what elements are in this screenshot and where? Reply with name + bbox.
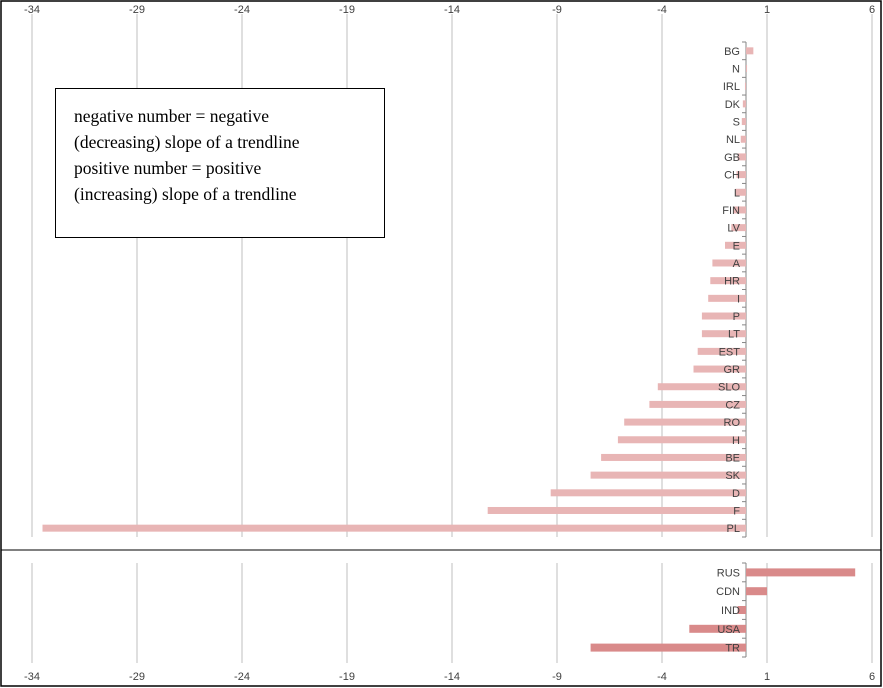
category-label: BG [724, 46, 740, 58]
category-label: D [732, 488, 740, 500]
category-label: RUS [717, 567, 740, 579]
category-label: CDN [716, 586, 740, 598]
annotation-box: negative number = negative (decreasing) … [55, 88, 385, 238]
category-label: TR [725, 643, 740, 655]
category-label: CZ [725, 399, 740, 411]
category-label: GB [724, 152, 740, 164]
category-label: L [734, 187, 740, 199]
category-label: EST [719, 346, 741, 358]
bar-ch [736, 171, 746, 179]
bar-irl [744, 82, 746, 90]
bar-a [712, 259, 746, 267]
annotation-line-3: positive number = positive [74, 158, 262, 178]
bar-dk [742, 100, 746, 108]
x-tick-label: -14 [444, 4, 460, 16]
bar-est [697, 347, 746, 355]
bar-e [725, 241, 746, 249]
bar-gr [693, 365, 746, 373]
x-tick-label: -24 [234, 671, 250, 683]
annotation-line-1: negative number = negative [74, 106, 270, 126]
x-tick-label: -29 [129, 671, 145, 683]
x-tick-label: -9 [552, 671, 562, 683]
annotation-line-4: (increasing) slope of a trendline [74, 184, 297, 204]
x-tick-label: -19 [339, 671, 355, 683]
bar-lt [701, 330, 746, 338]
x-tick-label: -34 [24, 671, 40, 683]
category-label: GR [724, 364, 741, 376]
bar-be [601, 453, 746, 461]
bar-usa [689, 624, 746, 633]
bar-n [746, 65, 748, 73]
category-label: P [733, 311, 740, 323]
x-tick-label: -14 [444, 671, 460, 683]
annotation-line-2: (decreasing) slope of a trendline [74, 132, 300, 152]
bar-cz [649, 400, 746, 408]
x-tick-label: -4 [657, 671, 667, 683]
x-tick-label: -34 [24, 4, 40, 16]
x-tick-label: -19 [339, 4, 355, 16]
bar-ind [737, 606, 746, 614]
x-tick-label: -4 [657, 4, 667, 16]
category-label: I [737, 293, 740, 305]
bar-cdn [746, 587, 767, 596]
bar-i [708, 294, 746, 302]
bar-ro [624, 418, 746, 426]
category-label: N [732, 64, 740, 76]
bar-s [741, 118, 746, 126]
category-label: S [733, 117, 740, 129]
bar-tr [590, 643, 746, 652]
category-label: NL [726, 134, 740, 146]
category-label: BE [725, 452, 740, 464]
top-panel: -34 -29 -24 -19 -14 -9 -4 1 6 BG N IRL DK S NL GB CH L FIN… [24, 4, 875, 538]
x-tick-label: 1 [764, 4, 770, 16]
category-label: A [733, 258, 741, 270]
category-label: CH [724, 170, 740, 182]
x-tick-label: -29 [129, 4, 145, 16]
category-label: PL [727, 523, 740, 535]
category-label: SLO [718, 382, 740, 394]
bar-sk [590, 471, 746, 479]
bar-nl [740, 135, 746, 143]
x-tick-label: 6 [869, 671, 875, 683]
x-tick-label: 1 [764, 671, 770, 683]
bar-h [617, 436, 746, 444]
category-label: LV [727, 223, 740, 235]
x-tick-label: -24 [234, 4, 250, 16]
bar-pl [42, 524, 746, 532]
bar-gb [737, 153, 746, 161]
category-label: F [733, 505, 740, 517]
category-label: E [733, 240, 740, 252]
category-label: FIN [722, 205, 740, 217]
category-label: DK [725, 99, 741, 111]
bar-f [487, 506, 746, 514]
bar-l [735, 188, 746, 196]
category-label: LT [728, 329, 740, 341]
bar-lv [731, 224, 746, 232]
category-label: IRL [723, 81, 740, 93]
bar-p [701, 312, 746, 320]
category-label: HR [724, 276, 740, 288]
x-tick-label: 6 [869, 4, 875, 16]
bar-fin [733, 206, 746, 214]
bar-rus [746, 568, 856, 577]
category-label: H [732, 435, 740, 447]
bar-d [550, 489, 746, 497]
bottom-panel: -34 -29 -24 -19 -14 -9 -4 1 6 RUS CDN IND USA TR [24, 562, 875, 683]
category-label: USA [717, 624, 740, 636]
category-label: IND [721, 605, 740, 617]
bar-slo [657, 383, 746, 391]
x-tick-label: -9 [552, 4, 562, 16]
bar-hr [710, 277, 746, 285]
category-label: SK [725, 470, 740, 482]
category-label: RO [724, 417, 741, 429]
bar-bg [746, 47, 754, 55]
